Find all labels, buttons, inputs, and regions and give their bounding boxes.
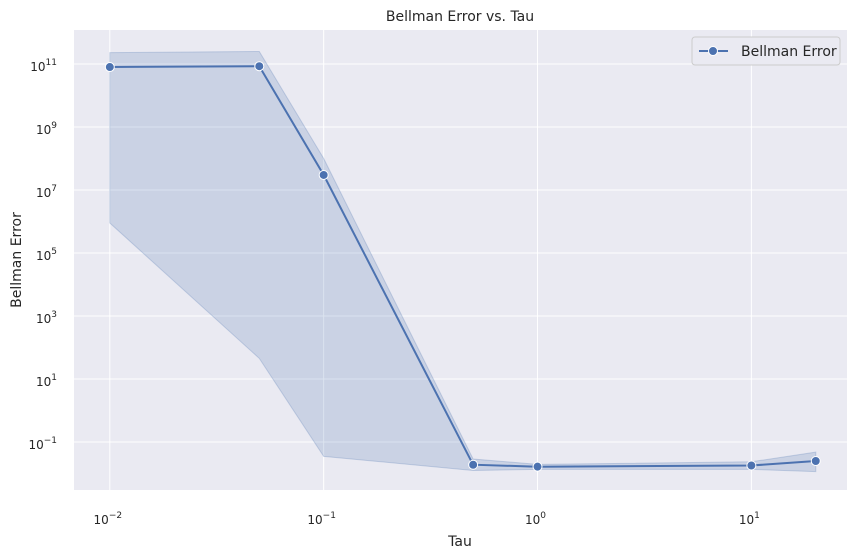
y-tick-labels: 10−1 101 103 105 107 109 1011 xyxy=(28,58,57,452)
data-point xyxy=(746,460,757,471)
x-tick-label: 101 xyxy=(739,511,760,527)
y-tick-label: 107 xyxy=(36,184,57,200)
x-axis-label: Tau xyxy=(447,534,472,550)
data-point xyxy=(810,455,821,466)
legend-box xyxy=(691,36,841,66)
x-tick-label: 100 xyxy=(525,511,546,527)
legend: Bellman Error xyxy=(691,36,841,66)
y-tick-label: 103 xyxy=(36,310,57,326)
x-tick-label: 10−2 xyxy=(94,511,123,527)
data-point xyxy=(104,62,115,73)
data-point xyxy=(318,169,329,180)
x-tick-label: 10−1 xyxy=(307,511,336,527)
y-tick-label: 109 xyxy=(36,121,57,137)
y-tick-label: 101 xyxy=(36,373,57,389)
y-tick-label: 105 xyxy=(36,247,57,263)
confidence-band-area xyxy=(109,50,817,473)
y-axis-label: Bellman Error xyxy=(9,212,25,308)
confidence-band xyxy=(109,50,817,473)
data-point xyxy=(532,461,543,472)
legend-label: Bellman Error xyxy=(741,44,837,60)
data-point xyxy=(254,61,265,72)
chart-title: Bellman Error vs. Tau xyxy=(386,9,534,25)
plot-background xyxy=(74,30,847,490)
y-tick-label: 1011 xyxy=(30,58,57,74)
y-tick-label: 10−1 xyxy=(28,436,57,452)
data-point xyxy=(468,459,479,470)
x-tick-labels: 10−2 10−1 100 101 xyxy=(94,511,760,527)
series-markers xyxy=(104,61,821,472)
legend-marker-swatch xyxy=(708,46,718,56)
